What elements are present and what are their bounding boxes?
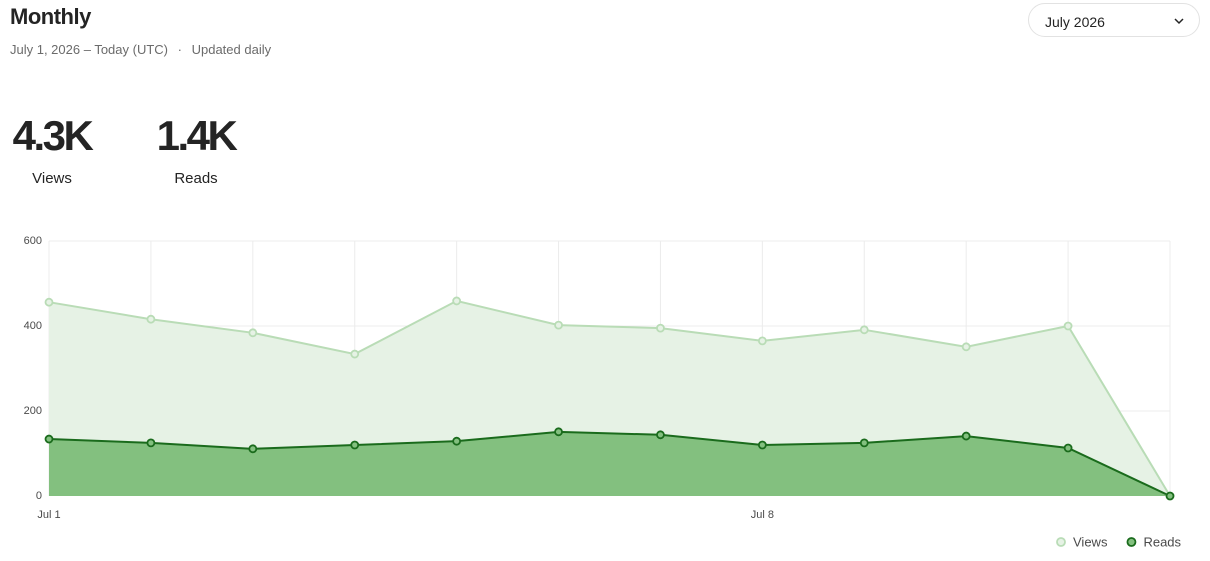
chevron: [1174, 18, 1184, 25]
data-point: [554, 320, 563, 330]
y-tick-label: 400: [24, 320, 42, 332]
data-point: [961, 431, 971, 441]
date-range: July 1, 2026 – Today (UTC): [10, 42, 168, 57]
data-point: [859, 438, 869, 448]
legend-label: Views: [1073, 534, 1108, 549]
data-point: [656, 430, 665, 440]
separator: ·: [177, 42, 182, 57]
data-point: [554, 427, 563, 437]
y-tick-label: 0: [36, 490, 42, 502]
data-point: [248, 444, 258, 454]
data-point: [44, 297, 54, 307]
area-fill: [49, 431, 1170, 496]
data-point: [1063, 321, 1073, 331]
data-point: [350, 349, 360, 359]
stat-value: 1.4K: [156, 112, 238, 159]
y-tick-label: 600: [24, 235, 42, 247]
legend-label: Reads: [1143, 534, 1181, 549]
data-point: [1063, 443, 1073, 453]
x-tick-label: Jul 8: [751, 509, 774, 521]
data-point: [146, 314, 156, 324]
data-point: [146, 438, 156, 448]
update-note: Updated daily: [191, 42, 272, 57]
data-point: [961, 342, 971, 352]
series-line: [48, 299, 1171, 497]
subtitle: July 1, 2026 – Today (UTC) · Updated dai…: [10, 42, 277, 57]
data-point: [452, 296, 462, 306]
data-point: [452, 436, 462, 446]
legend-marker: [1126, 537, 1137, 547]
series-line: [48, 430, 1171, 497]
stat: 1.4K Reads: [152, 112, 240, 187]
title: Monthly: [10, 4, 91, 29]
stat-label: Views: [32, 170, 72, 187]
data-point: [859, 325, 869, 335]
stat: 4.3K Views: [8, 112, 96, 187]
data-point: [350, 440, 360, 450]
data-point: [248, 328, 258, 338]
data-point: [656, 323, 665, 333]
x-tick-label: Jul 1: [37, 509, 60, 521]
month-dropdown[interactable]: July 2026: [1028, 3, 1200, 37]
dropdown-label: July 2026: [1045, 14, 1105, 30]
data-point: [757, 336, 767, 346]
data-point: [44, 434, 54, 444]
y-tick-label: 200: [24, 405, 42, 417]
legend-marker: [1056, 537, 1066, 547]
data-point: [1165, 491, 1175, 501]
stat-value: 4.3K: [12, 112, 94, 159]
stat-label: Reads: [174, 170, 218, 187]
data-point: [757, 440, 767, 450]
